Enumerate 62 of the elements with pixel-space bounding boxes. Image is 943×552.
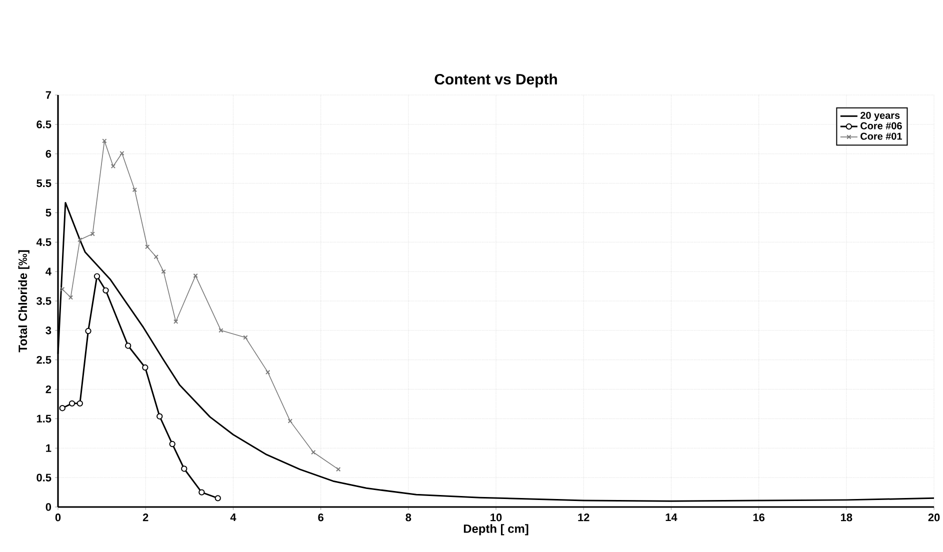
point [68, 400, 76, 406]
x-tick-label: 8 [406, 514, 412, 522]
point [288, 418, 292, 424]
x-axis-title: Depth [ cm] [464, 524, 528, 536]
y-tick-label: 0 [46, 503, 52, 511]
point [156, 413, 163, 420]
point [161, 269, 166, 274]
point [243, 335, 248, 340]
y-tick-label: 1 [46, 444, 52, 452]
x-tick-label: 2 [142, 514, 148, 522]
point [311, 450, 316, 455]
point [68, 295, 74, 300]
point [102, 287, 109, 294]
y-tick-label: 0.5 [36, 474, 52, 482]
legend-label: Core #06 [860, 122, 902, 130]
point [142, 364, 148, 371]
y-tick-label: 4 [46, 268, 52, 276]
x-tick-label: 0 [55, 514, 61, 522]
x-tick-label: 20 [928, 514, 940, 522]
legend-label: Core #01 [860, 132, 902, 140]
point [110, 164, 116, 169]
point [85, 328, 92, 334]
point [76, 400, 83, 406]
y-tick-label: 3 [46, 326, 52, 334]
point [145, 244, 150, 250]
x-tick-label: 16 [753, 514, 765, 522]
point [78, 237, 82, 242]
y-tick-label: 7 [46, 91, 52, 99]
point [218, 328, 224, 333]
y-tick-label: 2.5 [36, 356, 52, 364]
point [169, 440, 176, 448]
y-tick-label: 1.5 [36, 414, 52, 423]
y-tick-label: 6.5 [36, 120, 52, 128]
x-tick-label: 6 [318, 514, 324, 522]
y-axis-title: Total Chloride [‰] [18, 250, 30, 352]
point [214, 495, 221, 502]
point [90, 232, 95, 236]
x-tick-label: 12 [578, 514, 590, 522]
chart-title: Content vs Depth [434, 74, 557, 88]
point [124, 342, 132, 349]
x-tick-label: 14 [666, 514, 678, 522]
y-tick-label: 6 [46, 150, 52, 158]
point [94, 273, 100, 280]
legend-label: 20 years [860, 112, 900, 121]
y-tick-label: 4.5 [36, 238, 52, 246]
x-tick-label: 18 [841, 514, 852, 522]
y-tick-label: 5 [46, 208, 52, 217]
y-tick-label: 3.5 [36, 297, 52, 305]
point [198, 489, 205, 496]
point [120, 150, 124, 156]
point [193, 273, 198, 278]
point [59, 405, 66, 412]
y-tick-label: 2 [46, 385, 52, 394]
point [265, 370, 270, 375]
point [181, 466, 188, 472]
y-tick-label: 5.5 [36, 179, 52, 188]
point [173, 319, 178, 324]
point [102, 138, 107, 144]
point [154, 254, 158, 260]
x-tick-label: 10 [490, 514, 502, 522]
x-tick-label: 4 [230, 514, 236, 522]
point [132, 187, 137, 192]
